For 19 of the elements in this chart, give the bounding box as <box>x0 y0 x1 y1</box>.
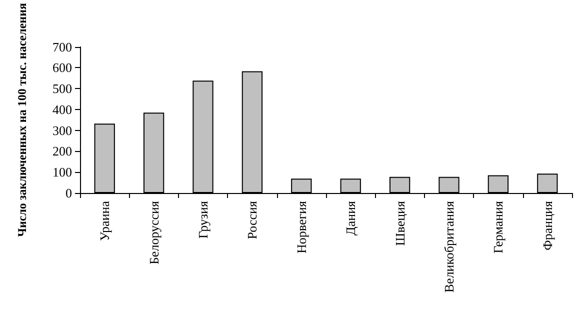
y-tick-label: 100 <box>52 164 72 180</box>
y-axis-title: Число заключенных на 100 тыс. населения <box>15 2 29 237</box>
x-tick-label: Грузия <box>196 200 210 239</box>
y-tick-label: 600 <box>52 60 72 76</box>
y-tick-label: 300 <box>52 122 72 138</box>
x-tick-label: Норвегия <box>294 200 309 254</box>
x-tick-label: Швеция <box>392 200 408 246</box>
x-tick-label: Дания <box>343 200 358 236</box>
y-tick-label: 500 <box>52 81 72 96</box>
x-tick-label: Франция <box>540 200 555 250</box>
x-tick-label: Германия <box>490 200 506 254</box>
y-tick-label: 200 <box>52 144 72 159</box>
x-tick-label: Белоруссия <box>146 200 162 265</box>
x-tick-label: Ураина <box>97 200 112 242</box>
x-tick-label: Великобритания <box>442 200 456 293</box>
y-tick-label: 400 <box>52 102 72 117</box>
y-tick-label: 700 <box>52 39 72 54</box>
x-tick-label: Россия <box>244 200 260 240</box>
y-tick-label: 0 <box>66 186 72 200</box>
